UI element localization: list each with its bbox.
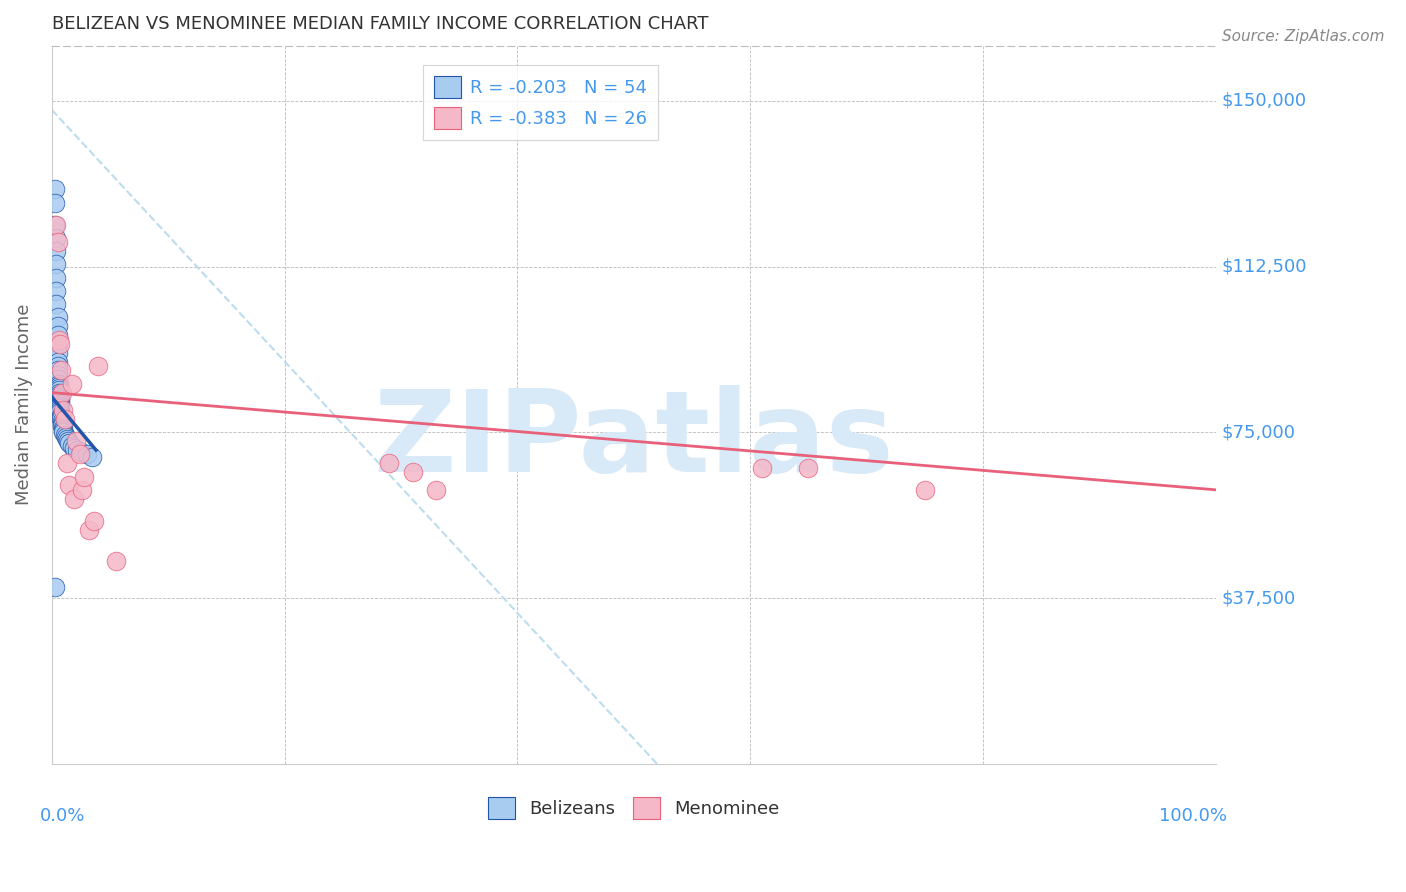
Point (83, 514, 105, 528)
Point (51, 385, 73, 400)
Point (48, 379, 70, 393)
Point (797, 460, 820, 475)
Point (76, 447, 98, 461)
Point (48, 390, 70, 404)
Point (46, 337, 69, 351)
Point (58, 478, 80, 492)
Point (49, 403, 72, 417)
Point (49, 401, 72, 415)
Point (51, 417, 73, 431)
Point (58, 436, 80, 450)
Point (63, 491, 86, 506)
Point (51, 418, 73, 433)
Point (49, 399, 72, 413)
Point (52, 403, 75, 417)
Point (46, 346, 69, 360)
Point (45, 270, 67, 285)
Point (49, 408, 72, 422)
Text: ZIPatlas: ZIPatlas (374, 385, 894, 496)
Point (44, 195, 66, 210)
Text: BELIZEAN VS MENOMINEE MEDIAN FAMILY INCOME CORRELATION CHART: BELIZEAN VS MENOMINEE MEDIAN FAMILY INCO… (52, 15, 709, 33)
Point (66, 443, 89, 458)
Point (70, 445, 93, 459)
Point (87, 359, 110, 373)
Point (65, 434, 87, 449)
Point (45, 218, 67, 232)
Point (56, 432, 79, 446)
Point (914, 483, 936, 497)
Text: $37,500: $37,500 (1222, 589, 1296, 607)
Point (49, 337, 72, 351)
Point (49, 409, 72, 424)
Point (51, 414, 73, 428)
Legend: Belizeans, Menominee: Belizeans, Menominee (481, 790, 787, 827)
Point (751, 460, 773, 475)
Point (77, 523, 100, 537)
Point (55, 430, 77, 444)
Point (63, 441, 86, 455)
Point (45, 257, 67, 271)
Point (425, 483, 447, 497)
Y-axis label: Median Family Income: Median Family Income (15, 304, 32, 506)
Point (46, 319, 69, 334)
Point (46, 372, 69, 386)
Point (46, 368, 69, 382)
Text: 0.0%: 0.0% (41, 807, 86, 825)
Text: 100.0%: 100.0% (1160, 807, 1227, 825)
Point (52, 423, 75, 437)
Point (60, 376, 83, 391)
Point (53, 412, 76, 426)
Point (104, 553, 127, 567)
Point (53, 427, 76, 442)
Point (48, 384, 70, 398)
Point (46, 235, 69, 250)
Point (69, 447, 91, 461)
Point (70, 483, 93, 497)
Point (49, 392, 72, 407)
Point (44, 182, 66, 196)
Point (45, 244, 67, 259)
Point (48, 388, 70, 402)
Point (48, 385, 70, 400)
Text: $75,000: $75,000 (1222, 424, 1295, 442)
Point (60, 439, 83, 453)
Point (378, 456, 401, 470)
Point (73, 469, 96, 483)
Text: $112,500: $112,500 (1222, 258, 1308, 276)
Point (49, 397, 72, 411)
Point (45, 284, 67, 298)
Point (44, 218, 66, 232)
Point (44, 580, 66, 594)
Point (49, 405, 72, 419)
Point (45, 231, 67, 245)
Point (49, 412, 72, 426)
Point (46, 328, 69, 343)
Point (48, 381, 70, 395)
Point (52, 421, 75, 435)
Point (82, 450, 104, 464)
Point (46, 363, 69, 377)
Point (49, 394, 72, 409)
Text: Source: ZipAtlas.com: Source: ZipAtlas.com (1222, 29, 1385, 44)
Point (56, 434, 79, 449)
Point (48, 376, 70, 391)
Point (46, 354, 69, 368)
Point (46, 310, 69, 325)
Point (48, 333, 70, 347)
Point (49, 363, 72, 377)
Point (401, 465, 423, 479)
Text: $150,000: $150,000 (1222, 92, 1306, 110)
Point (46, 359, 69, 373)
Point (45, 297, 67, 311)
Point (56, 456, 79, 470)
Point (52, 425, 75, 440)
